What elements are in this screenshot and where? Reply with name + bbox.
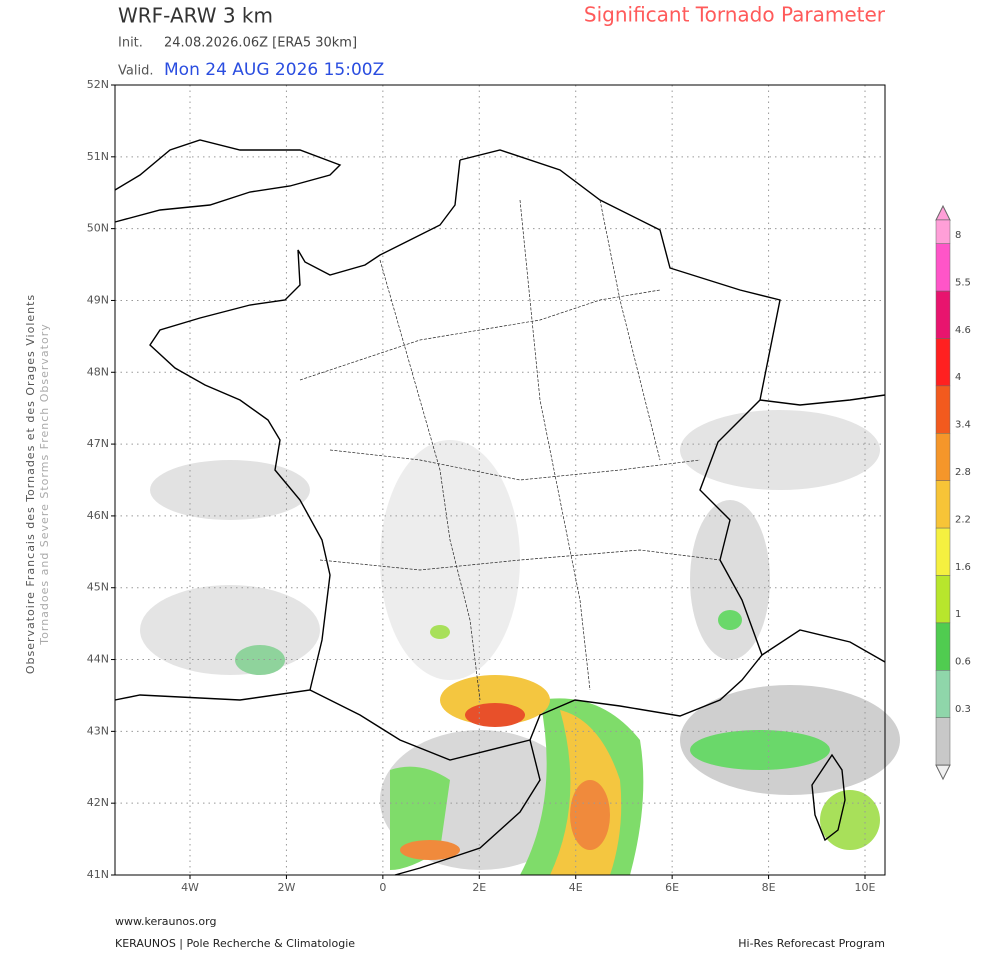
colorbar-cap — [935, 764, 951, 781]
field-area — [680, 410, 880, 490]
valid-label: Valid. — [118, 64, 153, 79]
field-area — [465, 703, 525, 727]
footer-site: www.keraunos.org — [115, 915, 216, 928]
parameter-title: Significant Tornado Parameter — [584, 3, 886, 27]
colorbar-label: 2.8 — [955, 467, 971, 478]
lon-label: 0 — [379, 881, 386, 894]
coastline — [394, 739, 541, 876]
colorbar-swatch — [935, 622, 951, 671]
colorbar-swatch — [935, 338, 951, 387]
colorbar-swatch — [935, 575, 951, 624]
coastline — [114, 139, 342, 223]
colorbar-swatch — [935, 717, 951, 766]
lat-label: 46N — [87, 509, 109, 522]
side-text: Observatoire Francais des Tornades et de… — [24, 294, 37, 674]
valid-value: Mon 24 AUG 2026 15:00Z — [164, 60, 384, 80]
lat-label: 42N — [87, 796, 109, 809]
coastline — [114, 159, 461, 701]
lon-label: 10E — [855, 881, 876, 894]
colorbar-label: 1.6 — [955, 562, 971, 573]
colorbar-swatch — [935, 290, 951, 339]
lon-label: 4E — [569, 881, 583, 894]
lat-label: 52N — [87, 78, 109, 91]
colorbar-label: 1 — [955, 609, 961, 620]
lat-label: 45N — [87, 581, 109, 594]
colorbar-swatch — [935, 219, 951, 244]
colorbar-swatch — [935, 433, 951, 481]
colorbar-cap — [935, 204, 951, 221]
colorbar-swatch — [935, 480, 951, 529]
lat-label: 50N — [87, 222, 109, 235]
lat-label: 51N — [87, 150, 109, 163]
lat-label: 43N — [87, 724, 109, 737]
colorbar-label: 0.6 — [955, 657, 971, 668]
field-area — [690, 730, 830, 770]
map — [111, 84, 900, 879]
corsica — [811, 753, 846, 842]
field-area — [820, 790, 880, 850]
field-area — [690, 500, 770, 660]
field-area — [235, 645, 285, 675]
field-area — [570, 780, 610, 850]
colorbar: 8 5.5 4.6 4 3.4 2.8 2.2 1.6 1 0.6 0.3 — [935, 204, 971, 781]
footer-org: KERAUNOS | Pole Recherche & Climatologie — [115, 937, 355, 950]
field-area — [430, 625, 450, 639]
colorbar-label: 4.6 — [955, 325, 971, 336]
lon-label: 8E — [762, 881, 776, 894]
colorbar-label: 4 — [955, 372, 961, 383]
lon-label: 2E — [472, 881, 486, 894]
lat-label: 47N — [87, 437, 109, 450]
colorbar-swatch — [935, 670, 951, 718]
lon-label: 4W — [181, 881, 199, 894]
lat-label: 48N — [87, 365, 109, 378]
lat-label: 44N — [87, 653, 109, 666]
field-area — [400, 840, 460, 860]
field-area — [140, 585, 320, 675]
lat-label: 49N — [87, 293, 109, 306]
colorbar-label: 0.3 — [955, 704, 971, 715]
footer-program: Hi-Res Reforecast Program — [738, 937, 885, 950]
region-border — [299, 199, 721, 701]
field-area — [150, 460, 310, 520]
field-area — [718, 610, 742, 630]
lat-label: 41N — [87, 868, 109, 881]
graticule — [111, 84, 885, 879]
colorbar-label: 2.2 — [955, 514, 971, 525]
land-border — [759, 394, 886, 406]
map-frame — [114, 84, 886, 876]
lon-label: 6E — [665, 881, 679, 894]
coastline — [529, 629, 886, 741]
land-border — [459, 149, 781, 656]
colorbar-label: 5.5 — [955, 277, 971, 288]
colorbar-label: 8 — [955, 230, 961, 241]
lon-label: 2W — [277, 881, 295, 894]
model-title: WRF-ARW 3 km — [118, 4, 273, 28]
side-text: Tornadoes and Severe Storms French Obser… — [38, 323, 51, 645]
field-area — [380, 440, 520, 680]
colorbar-label: 3.4 — [955, 420, 971, 431]
colorbar-swatch — [935, 527, 951, 576]
init-value: 24.08.2026.06Z [ERA5 30km] — [164, 36, 357, 51]
land-border — [309, 689, 531, 761]
init-label: Init. — [118, 36, 143, 51]
colorbar-swatch — [935, 243, 951, 292]
colorbar-swatch — [935, 385, 951, 434]
